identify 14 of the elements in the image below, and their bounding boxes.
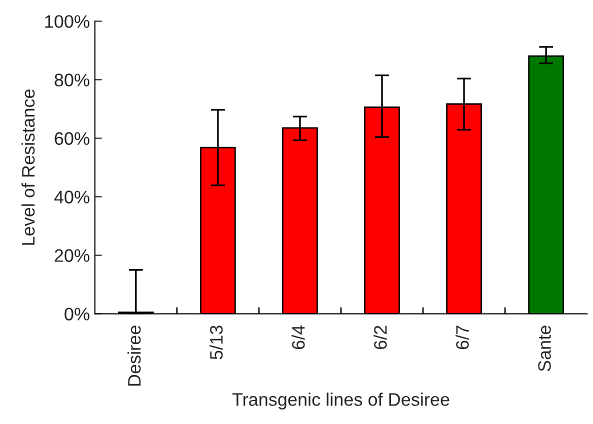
x-axis-title: Transgenic lines of Desiree	[232, 392, 450, 410]
y-tick-label: 80%	[54, 74, 90, 86]
y-tick-label: 20%	[54, 249, 90, 262]
x-tick-label: 6/7	[456, 326, 469, 350]
y-tick-label: 60%	[54, 132, 90, 145]
x-tick-label: 6/2	[374, 326, 387, 350]
x-tick-label: 6/4	[292, 325, 305, 350]
y-tick-label: 0%	[64, 308, 90, 320]
y-tick-label: 100%	[45, 15, 90, 28]
y-tick-label: 40%	[54, 190, 90, 204]
x-tick-label: Desiree	[127, 326, 141, 386]
y-axis-title: Level of Resistance	[21, 89, 35, 245]
x-tick-label: Sante	[538, 326, 551, 372]
x-tick-label: 5/13	[210, 326, 223, 360]
